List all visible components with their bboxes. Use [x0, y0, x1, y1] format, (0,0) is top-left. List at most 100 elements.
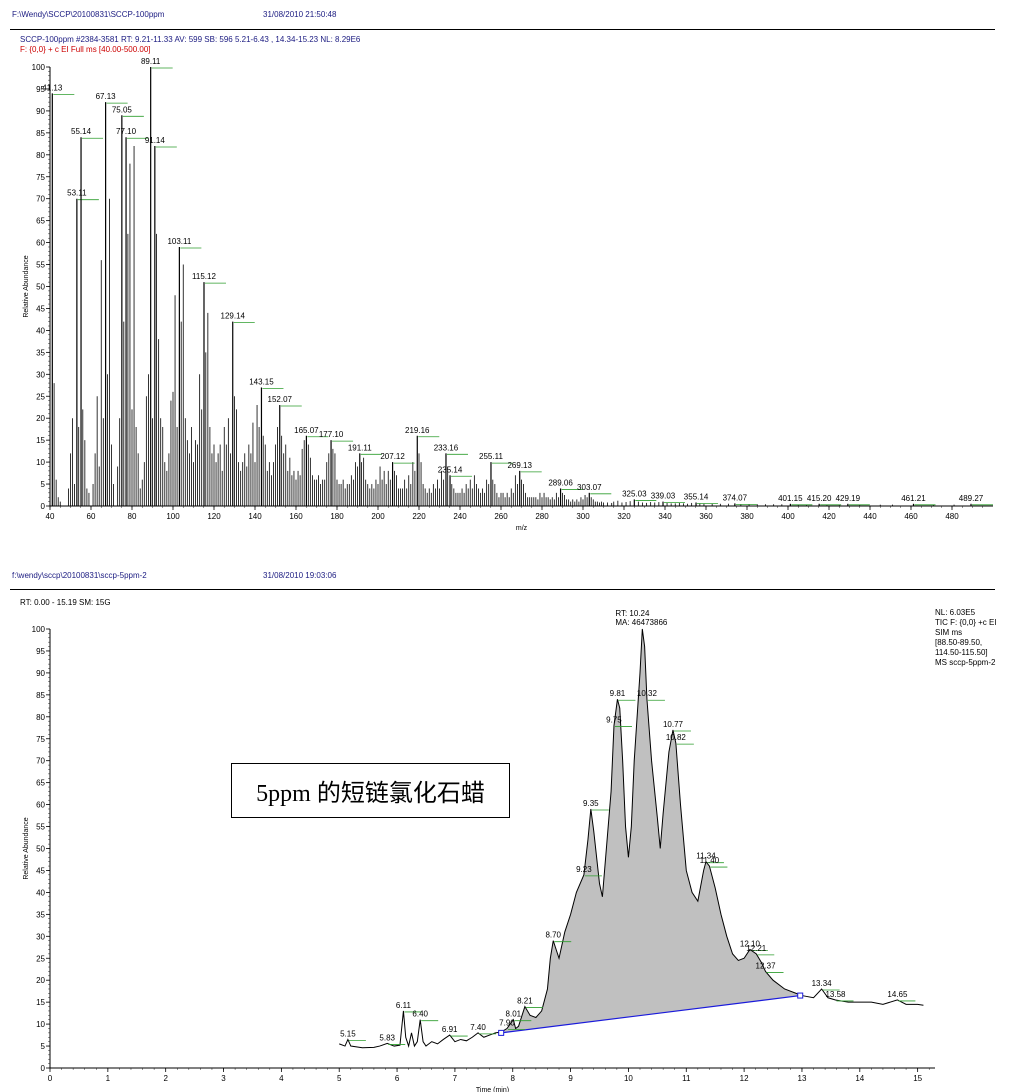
peak-label: 401.15: [778, 494, 803, 503]
x-tick-label: 3: [221, 1074, 226, 1083]
peak-label: 5.83: [379, 1033, 395, 1042]
chromatogram-chart: 0510152025303540455055606570758085909510…: [23, 609, 935, 1092]
header-divider: [10, 29, 995, 30]
peak-label: 429.19: [836, 494, 861, 503]
x-tick-label: 4: [279, 1074, 284, 1083]
y-tick-label: 55: [36, 261, 45, 270]
y-tick-label: 60: [36, 801, 45, 810]
x-tick-label: 80: [128, 512, 137, 521]
x-tick-label: 320: [617, 512, 631, 521]
spectrum-file-path: F:\Wendy\SCCP\20100831\SCCP-100ppm: [12, 10, 165, 19]
x-tick-label: 460: [904, 512, 918, 521]
peak-label: 143.15: [249, 377, 274, 386]
peak-label: 10.32: [637, 689, 658, 698]
y-tick-label: 95: [36, 85, 45, 94]
x-tick-label: 120: [207, 512, 221, 521]
peak-label: 219.16: [405, 426, 430, 435]
y-tick-label: 10: [36, 1020, 45, 1029]
baseline-end-marker: [797, 992, 804, 999]
peak-label: 13.58: [825, 990, 846, 999]
x-tick-label: 60: [87, 512, 96, 521]
peak-label: 7.40: [470, 1023, 486, 1032]
peak-label: 77.10: [116, 127, 137, 136]
peak-label: 152.07: [268, 395, 293, 404]
x-tick-label: 220: [412, 512, 426, 521]
y-tick-label: 0: [41, 1064, 46, 1073]
nl-info-line: [88.50-89.50,: [935, 638, 983, 647]
peak-label: 9.35: [583, 799, 599, 808]
y-tick-label: 55: [36, 823, 45, 832]
x-tick-label: 100: [166, 512, 180, 521]
y-tick-label: 0: [41, 502, 46, 511]
x-tick-label: 440: [863, 512, 877, 521]
integration-baseline: [501, 994, 801, 1034]
peak-label: 6.91: [442, 1025, 458, 1034]
peak-label: 461.21: [901, 494, 926, 503]
y-tick-label: 90: [36, 669, 45, 678]
y-tick-label: 40: [36, 326, 45, 335]
y-tick-label: 90: [36, 107, 45, 116]
peak-label: 13.34: [812, 979, 833, 988]
x-tick-label: 5: [337, 1074, 342, 1083]
x-tick-label: 11: [682, 1074, 691, 1083]
peak-label: 5.15: [340, 1029, 356, 1038]
peak-label: 10.82: [666, 733, 687, 742]
y-tick-label: 80: [36, 151, 45, 160]
peak-label: 10.77: [663, 720, 684, 729]
x-tick-label: 0: [48, 1074, 53, 1083]
peak-label: 9.75: [606, 716, 622, 725]
peak-label: 9.81: [610, 689, 626, 698]
y-tick-label: 45: [36, 866, 45, 875]
peak-label: 9.23: [576, 865, 592, 874]
peak-label: 55.14: [71, 127, 92, 136]
x-tick-label: 420: [822, 512, 836, 521]
x-tick-label: 400: [781, 512, 795, 521]
y-tick-label: 65: [36, 217, 45, 226]
spectrum-filter-info: F: {0,0} + c EI Full ms [40.00-500.00]: [20, 45, 151, 54]
y-tick-label: 100: [32, 63, 46, 72]
peak-label: 11.40: [700, 856, 720, 865]
y-tick-label: 20: [36, 976, 45, 985]
y-tick-label: 65: [36, 779, 45, 788]
x-tick-label: 200: [371, 512, 385, 521]
x-tick-label: 360: [699, 512, 713, 521]
peak-label: 177.10: [319, 430, 344, 439]
x-tick-label: 260: [494, 512, 508, 521]
peak-label: 53.11: [67, 189, 87, 198]
y-tick-label: 100: [32, 625, 46, 634]
tic-trace: [339, 628, 924, 1049]
baseline-start-marker: [498, 1029, 505, 1036]
peak-label: 303.07: [577, 483, 602, 492]
x-tick-label: 280: [535, 512, 549, 521]
x-tick-label: 7: [453, 1074, 458, 1083]
x-axis-label: Time (min): [476, 1087, 509, 1092]
x-tick-label: 140: [248, 512, 262, 521]
y-axis-label: Relative Abundance: [23, 817, 30, 879]
spectrum-datetime: 31/08/2010 21:50:48: [263, 10, 337, 19]
nl-info-line: 114.50-115.50]: [935, 648, 988, 657]
x-tick-label: 40: [46, 512, 55, 521]
peak-label: 8.21: [517, 997, 533, 1006]
chromatogram-datetime: 31/08/2010 19:03:06: [263, 571, 337, 580]
y-tick-label: 70: [36, 195, 45, 204]
peak-label: 103.11: [167, 237, 191, 246]
x-tick-label: 180: [330, 512, 344, 521]
y-tick-label: 5: [41, 1042, 46, 1051]
x-tick-label: 1: [106, 1074, 111, 1083]
x-tick-label: 8: [511, 1074, 516, 1083]
x-tick-label: 10: [624, 1074, 633, 1083]
y-tick-label: 80: [36, 713, 45, 722]
peak-label: 67.13: [96, 92, 117, 101]
y-tick-label: 45: [36, 304, 45, 313]
peak-label: 12.37: [756, 961, 777, 970]
x-axis-label: m/z: [516, 525, 528, 532]
y-tick-label: 30: [36, 370, 45, 379]
y-tick-label: 15: [36, 998, 45, 1007]
peak-label: 41.13: [42, 83, 63, 92]
peak-label: 165.07: [294, 426, 319, 435]
nl-info-line: NL: 6.03E5: [935, 608, 976, 617]
y-tick-label: 20: [36, 414, 45, 423]
peak-label: 75.05: [112, 105, 133, 114]
peak-label: 207.12: [380, 452, 405, 461]
